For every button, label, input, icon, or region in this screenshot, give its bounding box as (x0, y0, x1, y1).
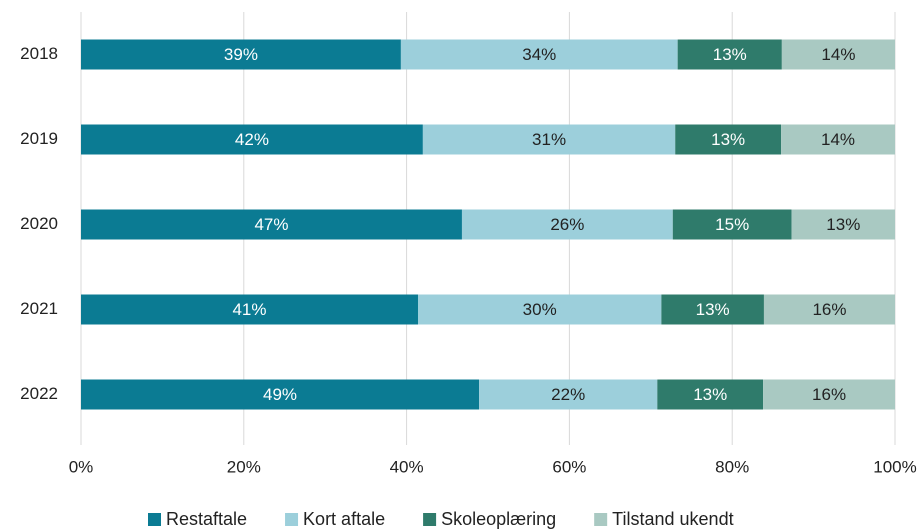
x-tick-label: 40% (390, 457, 424, 476)
data-label: 16% (812, 385, 846, 404)
legend-swatch (148, 513, 161, 526)
x-tick-label: 80% (715, 457, 749, 476)
legend-label: Kort aftale (303, 509, 385, 529)
bar-segment (657, 379, 764, 410)
x-tick-label: 100% (873, 457, 916, 476)
data-label: 13% (696, 300, 730, 319)
bar-segment (791, 209, 895, 240)
bar-segment (417, 294, 662, 325)
bar-segment (81, 209, 462, 240)
bar-segment (677, 39, 782, 70)
x-tick-label: 20% (227, 457, 261, 476)
data-label: 47% (254, 215, 288, 234)
data-label: 41% (232, 300, 266, 319)
data-label: 34% (522, 45, 556, 64)
data-label: 13% (826, 215, 860, 234)
legend-swatch (423, 513, 437, 526)
bar-segment (763, 294, 895, 325)
data-label: 49% (263, 385, 297, 404)
data-label: 39% (224, 45, 258, 64)
data-label: 13% (713, 45, 747, 64)
bar-segment (672, 209, 792, 240)
y-tick-label: 2018 (20, 44, 58, 63)
bar-segment (781, 39, 895, 70)
bar-segment (81, 124, 423, 155)
y-tick-label: 2021 (20, 299, 58, 318)
data-label: 16% (812, 300, 846, 319)
bar-segment (479, 379, 658, 410)
bar-segment (763, 379, 895, 410)
data-label: 22% (551, 385, 585, 404)
bar-segment (461, 209, 673, 240)
y-tick-label: 2019 (20, 129, 58, 148)
data-label: 15% (715, 215, 749, 234)
bar-segment (675, 124, 782, 155)
data-label: 13% (693, 385, 727, 404)
legend-label: Skoleoplæring (441, 509, 556, 529)
data-label: 13% (711, 130, 745, 149)
data-label: 14% (821, 130, 855, 149)
bar-segment (400, 39, 678, 70)
data-label: 26% (550, 215, 584, 234)
legend-label: Tilstand ukendt (612, 509, 733, 529)
bar-segment (81, 294, 418, 325)
legend-swatch (285, 513, 299, 526)
y-tick-label: 2022 (20, 384, 58, 403)
legend-label: Restaftale (166, 509, 247, 529)
data-label: 42% (235, 130, 269, 149)
bar-segment (422, 124, 676, 155)
data-label: 30% (523, 300, 557, 319)
bar-segment (661, 294, 764, 325)
data-label: 14% (821, 45, 855, 64)
x-tick-label: 0% (69, 457, 94, 476)
bar-segment (81, 379, 480, 410)
x-tick-label: 60% (552, 457, 586, 476)
data-label: 31% (532, 130, 566, 149)
legend-swatch (594, 513, 608, 526)
bar-segment (781, 124, 895, 155)
y-tick-label: 2020 (20, 214, 58, 233)
bar-segment (81, 39, 401, 70)
